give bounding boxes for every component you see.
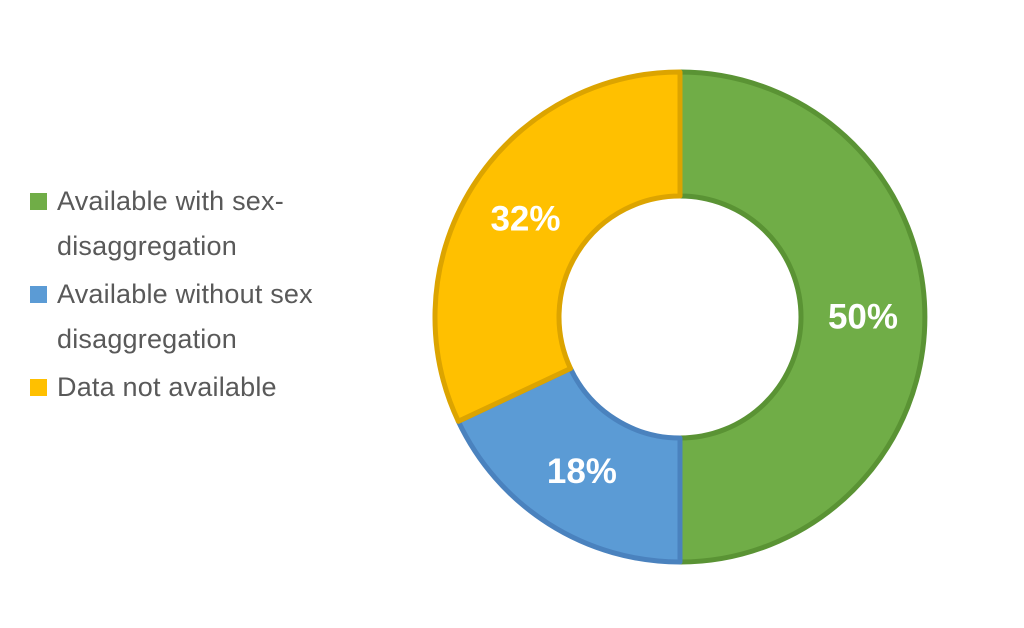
legend-item-data-not-available: Data not available bbox=[30, 365, 390, 410]
donut-slice-available-with-sex-disaggregation bbox=[677, 69, 928, 565]
chart-legend: Available with sex- disaggregation Avail… bbox=[30, 179, 390, 413]
legend-label-line: Data not available bbox=[57, 372, 277, 402]
legend-label-line: disaggregation bbox=[57, 324, 237, 354]
legend-label-line: Available with sex- bbox=[57, 186, 284, 216]
donut-slice-data-not-available bbox=[432, 69, 683, 424]
legend-label: Available with sex- disaggregation bbox=[57, 179, 284, 269]
legend-label-line: Available without sex bbox=[57, 279, 313, 309]
donut-slice-available-without-sex-disaggregation bbox=[455, 366, 683, 565]
legend-item-available-with-sex-disaggregation: Available with sex- disaggregation bbox=[30, 179, 390, 269]
slice-label-available-without-sex-disaggregation: 18% bbox=[547, 452, 617, 491]
legend-label: Data not available bbox=[57, 365, 277, 410]
legend-label: Available without sex disaggregation bbox=[57, 272, 313, 362]
legend-swatch-blue bbox=[30, 286, 47, 303]
slice-label-data-not-available: 32% bbox=[490, 199, 560, 238]
legend-item-available-without-sex-disaggregation: Available without sex disaggregation bbox=[30, 272, 390, 362]
legend-label-line: disaggregation bbox=[57, 231, 237, 261]
legend-swatch-yellow bbox=[30, 379, 47, 396]
slice-label-available-with-sex-disaggregation: 50% bbox=[828, 298, 898, 337]
legend-swatch-green bbox=[30, 193, 47, 210]
